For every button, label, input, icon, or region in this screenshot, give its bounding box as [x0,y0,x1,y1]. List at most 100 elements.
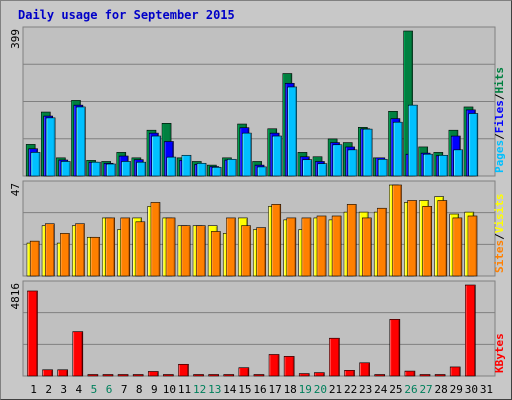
x-tick-label-day-15: 15 [238,383,251,396]
x-tick-label-day-29: 29 [450,383,463,396]
bar-kbytes-day-5 [87,374,99,377]
bar-pages-day-7 [121,161,131,177]
x-tick-label-day-27: 27 [419,383,432,396]
bar-pages-day-28 [438,154,448,177]
x-tick-label-day-6: 6 [106,383,113,396]
bar-sites-day-10 [165,217,176,277]
legend-entry: KBytes [493,333,506,373]
bar-sites-day-30 [467,215,478,277]
bar-pages-day-1 [30,152,41,177]
bar-sites-day-18 [286,217,297,277]
bar-sites-day-1 [29,240,40,277]
bar-kbytes-day-26 [404,370,416,377]
bar-kbytes-day-10 [163,374,174,377]
bar-kbytes-day-22 [344,370,355,377]
bar-sites-day-3 [60,233,70,277]
bar-kbytes-day-9 [147,371,159,377]
bar-pages-day-3 [60,161,71,177]
bar-pages-day-20 [317,163,328,177]
x-tick-label-day-14: 14 [223,383,237,396]
bar-pages-day-26 [408,104,418,177]
x-tick-label-day-25: 25 [389,383,402,396]
bar-kbytes-day-16 [253,374,265,377]
x-tick-label-day-12: 12 [193,383,206,396]
bar-sites-day-14 [226,217,236,277]
x-tick-label-day-7: 7 [121,383,128,396]
bar-pages-day-17 [272,135,282,177]
x-tick-label-day-11: 11 [178,383,191,396]
bar-kbytes-day-6 [102,374,114,377]
x-tick-label-day-21: 21 [329,383,342,396]
bar-sites-day-12 [195,225,206,277]
x-tick-label-day-30: 30 [465,383,478,396]
legend-hits-files-pages: Pages/Files/Hits [493,67,506,173]
legend-entry: / [493,133,506,140]
bar-kbytes-day-17 [268,354,280,377]
bar-sites-day-27 [422,205,433,277]
bar-kbytes-day-20 [314,372,325,377]
x-tick-label-day-9: 9 [151,383,158,396]
bar-kbytes-day-15 [238,367,250,377]
bar-pages-day-22 [347,149,358,177]
panel-kbytes [22,280,496,377]
ymax-label-kbytes: 4816 [9,283,22,310]
bar-kbytes-day-3 [57,369,68,377]
bar-sites-day-9 [150,202,161,277]
bar-kbytes-day-19 [298,373,310,377]
bar-sites-day-5 [90,236,100,277]
bar-pages-day-18 [287,86,297,177]
bar-kbytes-day-21 [329,337,340,377]
bar-kbytes-day-23 [359,362,370,377]
bar-sites-day-13 [211,231,221,277]
bar-kbytes-day-13 [208,374,219,377]
bar-sites-day-29 [452,217,463,277]
bar-kbytes-day-1 [27,290,38,377]
x-tick-label-day-16: 16 [253,383,266,396]
bar-pages-day-6 [106,163,116,177]
bar-sites-day-25 [392,184,402,277]
x-tick-label-day-23: 23 [359,383,372,396]
legend-entry: Sites [493,240,506,273]
bar-pages-day-11 [181,154,192,177]
x-tick-label-day-18: 18 [284,383,297,396]
x-tick-label-day-8: 8 [136,383,143,396]
ymax-label-visits-sites: 47 [9,183,22,196]
bar-sites-day-15 [241,225,251,277]
bar-sites-day-23 [362,217,372,277]
x-tick-label-day-26: 26 [404,383,417,396]
bar-pages-day-4 [75,106,86,177]
bar-pages-day-14 [226,158,237,177]
bar-kbytes-day-14 [223,374,235,377]
x-tick-label-day-19: 19 [299,383,312,396]
x-tick-label-day-31: 31 [480,383,493,396]
legend-visits-sites: Sites/Visits [493,194,506,274]
bar-sites-day-19 [301,217,312,277]
bar-sites-day-2 [44,223,55,277]
bar-kbytes-day-30 [465,284,476,377]
ymax-label-hits-files-pages: 399 [9,29,22,49]
bar-kbytes-day-24 [374,374,386,377]
bar-pages-day-19 [302,159,313,177]
legend-entry: Files [493,100,506,133]
bar-sites-day-21 [331,215,342,277]
bar-kbytes-day-29 [449,366,461,377]
legend-entry: / [493,93,506,100]
chart-title: Daily usage for September 2015 [18,8,235,22]
bar-pages-day-29 [453,149,464,177]
x-tick-label-day-10: 10 [163,383,176,396]
x-tick-label-day-24: 24 [374,383,388,396]
bar-pages-day-24 [377,158,388,177]
x-tick-label-day-5: 5 [91,383,98,396]
bar-sites-day-11 [180,225,191,277]
bar-pages-day-13 [211,166,222,177]
legend-entry: Hits [493,67,506,94]
bar-pages-day-2 [45,117,56,177]
bar-sites-day-4 [75,223,85,277]
bar-kbytes-day-4 [72,331,84,377]
bar-sites-day-17 [271,204,282,277]
bar-pages-day-25 [393,121,403,177]
bar-kbytes-day-25 [389,319,401,377]
bar-sites-day-26 [407,200,417,277]
bar-pages-day-5 [91,161,101,177]
